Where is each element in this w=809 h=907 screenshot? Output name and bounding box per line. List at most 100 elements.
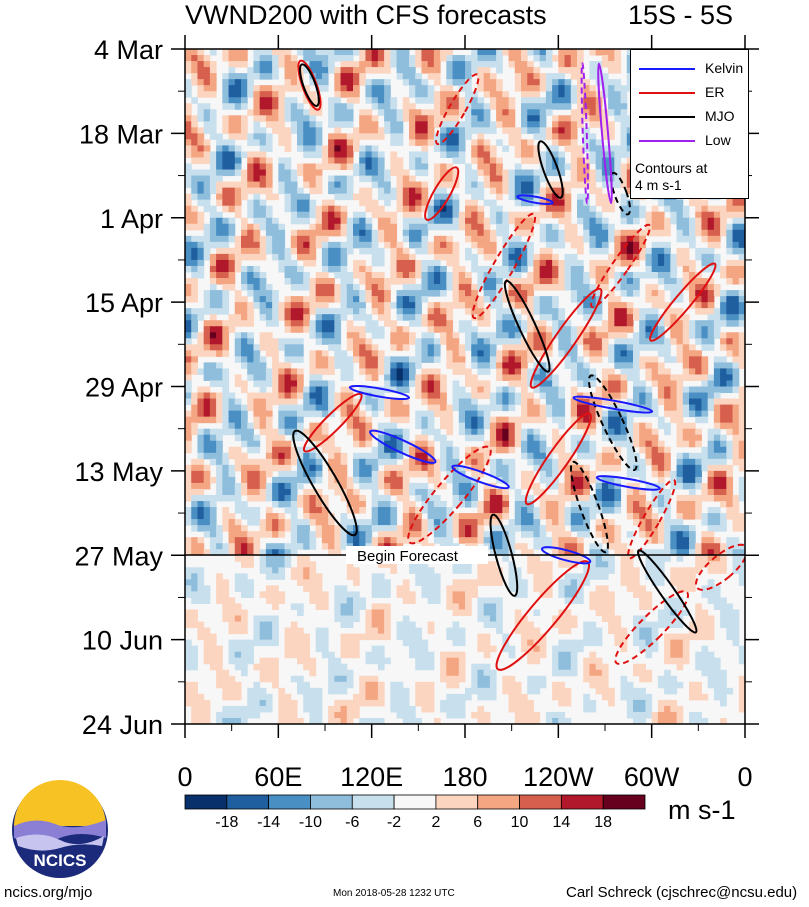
heatmap-cell — [203, 187, 211, 195]
heatmap-cell — [477, 356, 485, 363]
heatmap-cell — [452, 217, 460, 225]
heatmap-cell — [421, 133, 429, 140]
heatmap-cell — [521, 193, 528, 201]
heatmap-cell — [241, 338, 248, 345]
heatmap-cell — [552, 91, 559, 98]
heatmap-cell — [216, 470, 223, 478]
heatmap-cell — [241, 85, 248, 92]
heatmap-cell — [682, 428, 690, 436]
heatmap-cell — [539, 61, 547, 68]
heatmap-cell — [278, 247, 286, 255]
heatmap-cell — [471, 175, 478, 183]
heatmap-cell — [185, 109, 192, 116]
heatmap-cell — [272, 428, 279, 436]
heatmap-cell — [272, 61, 279, 68]
heatmap-cell — [346, 241, 354, 249]
heatmap-cell — [346, 338, 354, 345]
heatmap-cell — [303, 386, 310, 394]
heatmap-cell — [452, 380, 460, 387]
heatmap-cell — [371, 247, 379, 255]
heatmap-cell — [371, 296, 379, 303]
heatmap-cell — [695, 326, 702, 333]
heatmap-cell — [421, 157, 429, 165]
heatmap-cell — [203, 151, 211, 158]
heatmap-cell — [402, 338, 410, 345]
heatmap-cell — [465, 79, 472, 86]
heatmap-cell — [633, 338, 640, 345]
heatmap-cell — [402, 428, 410, 436]
heatmap-cell — [577, 380, 584, 387]
heatmap-cell — [620, 416, 628, 424]
heatmap-cell — [527, 326, 534, 333]
heatmap-cell — [390, 229, 398, 237]
heatmap-cell — [402, 434, 410, 442]
heatmap-cell — [514, 85, 522, 92]
heatmap-cell — [577, 91, 584, 98]
heatmap-cell — [657, 259, 665, 267]
heatmap-cell — [402, 169, 410, 177]
heatmap-cell — [433, 302, 441, 309]
heatmap-cell — [427, 398, 435, 406]
heatmap-cell — [297, 410, 304, 418]
heatmap-cell — [570, 422, 578, 430]
heatmap-cell — [315, 434, 323, 442]
heatmap-cell — [228, 187, 236, 195]
heatmap-cell — [695, 302, 702, 309]
heatmap-cell — [614, 350, 622, 357]
heatmap-cell — [328, 175, 335, 183]
heatmap-cell — [458, 290, 466, 297]
heatmap-cell — [433, 253, 441, 261]
heatmap-cell — [185, 332, 192, 339]
heatmap-cell — [290, 398, 298, 406]
heatmap-cell — [626, 344, 634, 351]
heatmap-cell — [396, 374, 404, 381]
heatmap-cell — [608, 67, 615, 74]
heatmap-cell — [452, 127, 460, 134]
heatmap-cell — [732, 458, 740, 466]
heatmap-cell — [353, 470, 360, 478]
heatmap-cell — [346, 85, 354, 92]
heatmap-cell — [209, 440, 217, 448]
heatmap-cell — [297, 434, 304, 442]
heatmap-cell — [477, 446, 485, 454]
heatmap-cell — [427, 49, 435, 56]
heatmap-cell — [533, 374, 541, 381]
heatmap-cell — [297, 169, 304, 177]
heatmap-cell — [228, 446, 236, 454]
heatmap-cell — [695, 470, 702, 478]
heatmap-cell — [601, 271, 609, 279]
heatmap-cell — [384, 229, 391, 237]
heatmap-cell — [502, 374, 510, 381]
heatmap-cell — [390, 464, 398, 472]
heatmap-cell — [209, 217, 217, 225]
heatmap-cell — [290, 470, 298, 478]
heatmap-cell — [465, 458, 472, 466]
heatmap-cell — [253, 278, 261, 285]
heatmap-cell — [695, 199, 702, 207]
heatmap-cell — [315, 163, 323, 171]
heatmap-cell — [608, 302, 615, 309]
heatmap-cell — [558, 404, 566, 412]
heatmap-cell — [421, 61, 429, 68]
heatmap-cell — [216, 392, 223, 400]
heatmap-cell — [222, 350, 230, 357]
heatmap-cell — [346, 103, 354, 110]
heatmap-cell — [440, 338, 447, 345]
heatmap-cell — [409, 259, 416, 267]
heatmap-cell — [502, 404, 510, 412]
heatmap-cell — [446, 211, 454, 219]
heatmap-cell — [533, 181, 541, 189]
heatmap-cell — [222, 73, 230, 80]
heatmap-cell — [446, 410, 454, 418]
heatmap-cell — [521, 278, 528, 285]
heatmap-cell — [377, 253, 385, 261]
heatmap-cell — [377, 157, 385, 165]
heatmap-cell — [396, 380, 404, 387]
heatmap-cell — [502, 464, 510, 472]
heatmap-cell — [216, 458, 223, 466]
heatmap-cell — [303, 85, 310, 92]
heatmap-cell — [477, 416, 485, 424]
heatmap-cell — [353, 85, 360, 92]
heatmap-cell — [689, 271, 696, 279]
heatmap-cell — [496, 326, 503, 333]
